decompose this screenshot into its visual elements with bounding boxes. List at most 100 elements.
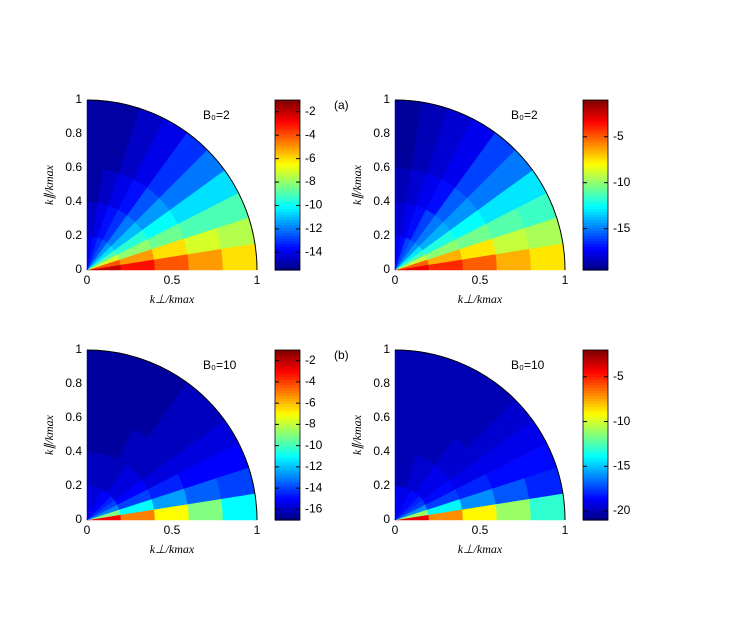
colorbar-segment <box>275 254 300 258</box>
x-tick-label: 0 <box>84 523 91 537</box>
colorbar-segment <box>583 384 608 388</box>
colorbar-segment <box>583 480 608 484</box>
colorbar-segment <box>583 477 608 481</box>
colorbar-segment <box>275 488 300 492</box>
colorbar-segment <box>583 397 608 402</box>
x-tick-label: 0.5 <box>164 523 181 537</box>
colorbar-segment <box>583 232 608 237</box>
colorbar-segment <box>583 139 608 144</box>
colorbar-segment <box>275 472 300 476</box>
panel-label: (a) <box>334 98 349 112</box>
colorbar-segment <box>275 158 300 162</box>
colorbar-tick-label: -15 <box>613 221 631 235</box>
colorbar-segment <box>583 389 608 394</box>
y-tick-label: 0 <box>383 512 390 526</box>
annotation: B₀=2 <box>203 108 230 122</box>
colorbar-segment <box>275 216 300 221</box>
colorbar-tick-label: -5 <box>613 369 624 383</box>
colorbar-segment <box>275 405 300 410</box>
y-tick-label: 0 <box>75 262 82 276</box>
colorbar-segment <box>275 182 300 186</box>
colorbar-segment <box>583 121 608 125</box>
colorbar-segment <box>275 107 300 112</box>
colorbar-segment <box>275 514 300 518</box>
colorbar-segment <box>583 216 608 221</box>
colorbar-segment <box>583 490 608 495</box>
colorbar-segment <box>583 259 608 263</box>
colorbar-tick-label: -8 <box>305 174 316 188</box>
colorbar-segment <box>583 123 608 128</box>
colorbar-tick-label: -14 <box>305 245 323 259</box>
y-tick-label: 0.6 <box>65 410 82 424</box>
y-tick-label: 0.6 <box>373 160 390 174</box>
colorbar-segment <box>275 232 300 237</box>
colorbar-segment <box>275 506 300 510</box>
colorbar-segment <box>275 206 300 210</box>
colorbar-segment <box>275 248 300 253</box>
colorbar-segment <box>275 195 300 199</box>
colorbar-segment <box>275 490 300 495</box>
colorbar-segment <box>275 115 300 120</box>
colorbar-tick-label: -2 <box>305 104 316 118</box>
colorbar-segment <box>583 413 608 418</box>
y-tick-label: 0.6 <box>373 410 390 424</box>
y-axis-label: k∥/kmax <box>42 164 56 205</box>
colorbar-segment <box>583 264 608 268</box>
colorbar-tick-label: -10 <box>305 198 323 212</box>
colorbar-segment <box>275 413 300 418</box>
colorbar-segment <box>275 131 300 136</box>
colorbar-segment <box>583 355 608 359</box>
colorbar-segment <box>583 179 608 183</box>
y-tick-label: 1 <box>75 342 82 356</box>
colorbar-segment <box>583 429 608 433</box>
colorbar-segment <box>275 240 300 245</box>
colorbar-segment <box>583 248 608 253</box>
colorbar-segment <box>583 126 608 130</box>
colorbar-segment <box>583 419 608 423</box>
colorbar-segment <box>583 190 608 194</box>
x-tick-label: 0 <box>392 273 399 287</box>
colorbar-segment <box>583 421 608 425</box>
colorbar-frame <box>274 99 301 271</box>
y-axis-label: k∥/kmax <box>42 414 56 455</box>
colorbar-segment <box>275 363 300 367</box>
colorbar-segment <box>583 195 608 199</box>
y-tick-label: 0.8 <box>65 376 82 390</box>
colorbar-segment <box>583 137 608 141</box>
colorbar-segment <box>275 512 300 516</box>
colorbar-segment <box>275 371 300 375</box>
y-tick-label: 0.2 <box>373 478 390 492</box>
y-tick-label: 0.2 <box>373 228 390 242</box>
colorbar-segment <box>583 504 608 508</box>
colorbar-tick-label: -8 <box>305 417 316 431</box>
colorbar-segment <box>275 416 300 420</box>
colorbar-segment <box>275 153 300 157</box>
colorbar-segment <box>583 131 608 136</box>
colorbar-tick-label: -12 <box>305 221 323 235</box>
colorbar-segment <box>583 150 608 154</box>
colorbar-segment <box>583 169 608 173</box>
colorbar-segment <box>275 134 300 138</box>
colorbar-segment <box>275 458 300 463</box>
y-tick-label: 0.6 <box>65 160 82 174</box>
colorbar-segment <box>583 512 608 516</box>
outline-arc <box>394 99 566 271</box>
colorbar-segment <box>583 400 608 404</box>
colorbar-segment <box>275 400 300 404</box>
colorbar-segment <box>583 161 608 165</box>
colorbar-segment <box>275 129 300 133</box>
colorbar-segment <box>275 145 300 149</box>
colorbar-frame <box>274 349 301 521</box>
colorbar-segment <box>583 246 608 250</box>
colorbar-segment <box>583 474 608 479</box>
colorbar-segment <box>583 214 608 218</box>
outline-arc <box>394 349 566 521</box>
colorbar-segment <box>583 113 608 117</box>
colorbar-segment <box>275 256 300 260</box>
colorbar-segment <box>275 437 300 441</box>
colorbar-segment <box>583 211 608 215</box>
colorbar-segment <box>583 365 608 370</box>
colorbar-segment <box>275 464 300 468</box>
x-tick-label: 1 <box>562 523 569 537</box>
colorbar-segment <box>583 496 608 500</box>
